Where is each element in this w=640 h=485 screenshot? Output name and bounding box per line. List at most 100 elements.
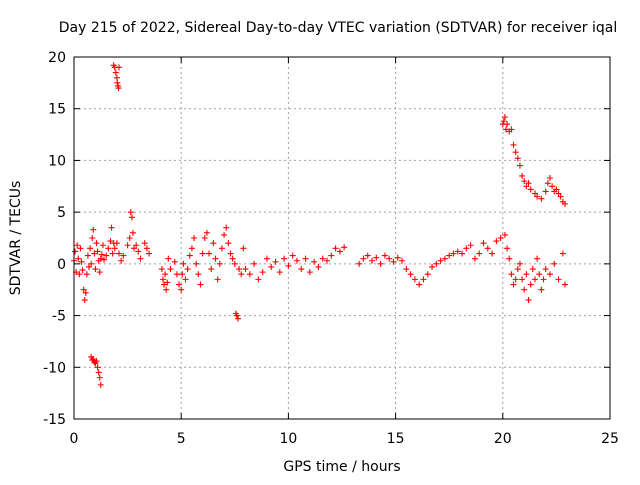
data-point [88, 260, 95, 267]
y-tick-label: 20 [48, 50, 66, 66]
data-point [514, 155, 521, 162]
data-point [315, 263, 322, 270]
data-point [510, 281, 517, 288]
data-point [210, 240, 217, 247]
data-point [471, 255, 478, 262]
data-point [493, 238, 500, 245]
data-point [399, 257, 406, 264]
data-point [143, 245, 150, 252]
data-point [135, 248, 142, 255]
grid-lines [74, 57, 610, 419]
data-point [319, 255, 326, 262]
data-point [218, 245, 225, 252]
data-point [83, 271, 90, 278]
data-point [523, 271, 530, 278]
data-point [167, 266, 174, 273]
data-point [97, 255, 104, 262]
x-tick-label: 5 [177, 431, 186, 447]
data-point [557, 193, 564, 200]
data-point [529, 266, 536, 273]
data-point [506, 255, 513, 262]
data-point [96, 269, 103, 276]
data-point [508, 126, 515, 133]
data-point [446, 252, 453, 259]
data-point [467, 242, 474, 249]
data-point [538, 286, 545, 293]
data-point [225, 240, 232, 247]
data-point [90, 226, 97, 233]
data-point [246, 271, 253, 278]
data-point [424, 271, 431, 278]
y-axis-label: SDTVAR / TECUs [8, 181, 24, 296]
data-point [197, 281, 204, 288]
plot-frame [73, 56, 611, 420]
y-tick-label: -10 [43, 360, 66, 376]
data-point [437, 257, 444, 264]
data-point [553, 186, 560, 193]
y-tick-label: 15 [48, 102, 66, 118]
data-point [454, 248, 461, 255]
data-point [272, 258, 279, 265]
data-point [118, 257, 125, 264]
data-point [199, 250, 206, 257]
data-point [98, 251, 105, 258]
data-point [531, 190, 538, 197]
data-point [503, 126, 510, 133]
data-point [163, 286, 170, 293]
data-point [540, 276, 547, 283]
data-point [233, 312, 240, 319]
data-point [251, 260, 258, 267]
data-point [112, 69, 119, 76]
data-point [555, 276, 562, 283]
data-point [323, 257, 330, 264]
y-tick-label: -5 [52, 309, 66, 325]
data-point [94, 364, 101, 371]
data-point [497, 235, 504, 241]
data-point [336, 248, 343, 255]
x-tick-label: 20 [494, 431, 512, 447]
data-point [504, 121, 511, 128]
data-point [214, 276, 221, 283]
data-point [289, 252, 296, 259]
data-point [81, 297, 88, 304]
data-point [328, 252, 335, 259]
data-point [227, 250, 234, 257]
x-tick-label: 25 [601, 431, 619, 447]
data-point [369, 257, 376, 264]
data-point [377, 260, 384, 267]
x-tick-label: 15 [387, 431, 405, 447]
data-point [162, 271, 169, 278]
data-point [276, 269, 283, 276]
data-point [87, 245, 94, 252]
data-point [489, 250, 496, 257]
data-point [544, 180, 551, 187]
data-point [555, 190, 562, 197]
data-point [221, 231, 228, 238]
data-point [441, 255, 448, 262]
data-point [178, 286, 185, 293]
data-point [433, 260, 440, 267]
data-point [298, 266, 305, 273]
data-point [165, 255, 172, 262]
data-point [173, 271, 180, 278]
data-point [235, 315, 242, 322]
data-point [171, 258, 178, 265]
data-point [420, 276, 427, 283]
data-point [95, 369, 102, 376]
data-point [158, 266, 165, 273]
data-point [137, 255, 144, 262]
data-point [114, 79, 121, 86]
data-point [281, 255, 288, 262]
data-point [188, 245, 195, 252]
data-point [534, 193, 541, 200]
data-point [386, 255, 393, 262]
data-point [77, 245, 84, 252]
data-point [161, 281, 168, 288]
data-point [521, 286, 528, 293]
data-point [504, 245, 511, 252]
data-point [120, 252, 127, 259]
data-point [124, 242, 131, 249]
data-point [356, 260, 363, 267]
